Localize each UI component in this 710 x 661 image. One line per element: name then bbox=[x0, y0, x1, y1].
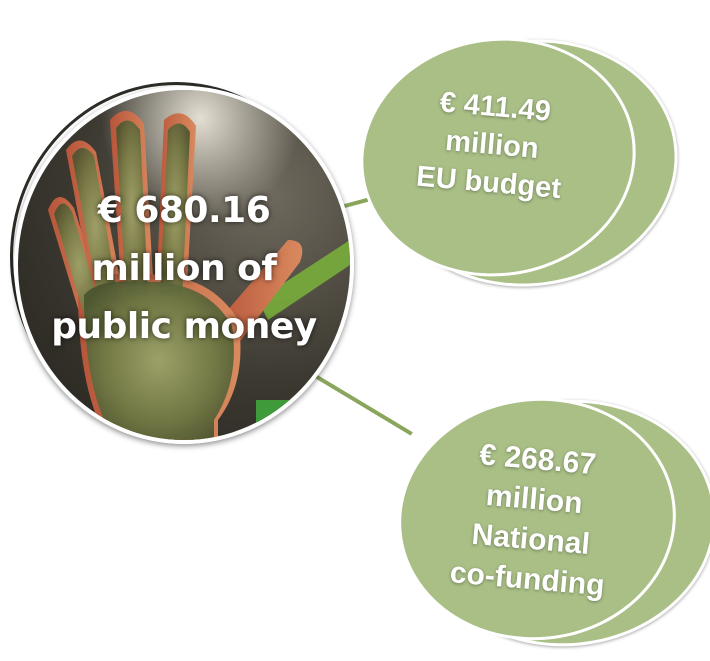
moss-hand-image bbox=[18, 90, 350, 440]
national-cofunding-label: € 268.67 million National co-funding bbox=[403, 430, 661, 611]
public-money-circle: € 680.16 million of public money bbox=[14, 86, 354, 444]
public-money-unit: million of bbox=[91, 248, 277, 289]
public-money-label: € 680.16 million of public money bbox=[18, 182, 350, 356]
public-money-description: public money bbox=[51, 306, 317, 347]
funding-diagram: € 680.16 million of public money € 411.4… bbox=[10, 19, 710, 661]
eu-budget-label: € 411.49 million EU budget bbox=[367, 78, 616, 212]
public-money-amount: € 680.16 bbox=[97, 190, 271, 231]
